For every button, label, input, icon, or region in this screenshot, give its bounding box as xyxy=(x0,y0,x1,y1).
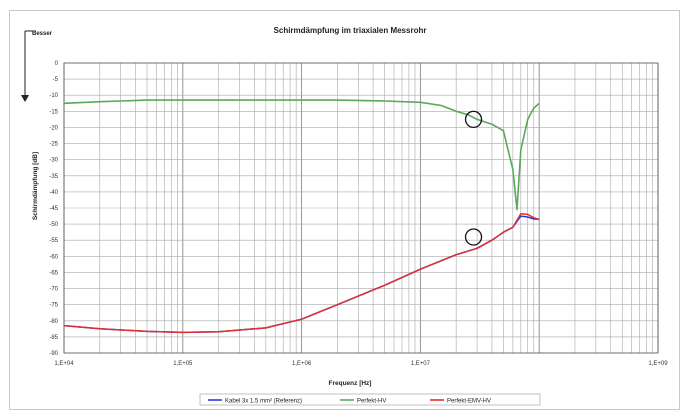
y-tick-label: -65 xyxy=(49,270,58,276)
annotation-circle-0 xyxy=(464,110,483,129)
corner-arrow-head xyxy=(21,95,29,102)
legend-box xyxy=(199,393,541,406)
y-tick-label: -90 xyxy=(49,351,58,357)
axes-layer: 0 -5 -10 -15 -20 -25 -30 -35 -40 -45 -50 -55 -60 -65 -… xyxy=(49,61,668,367)
series-line-2 xyxy=(63,213,540,334)
corner-label: Besser xyxy=(32,31,53,37)
plot-border xyxy=(63,62,659,354)
x-tick-label: 1,E+04 xyxy=(54,361,74,367)
series-layer xyxy=(63,99,540,334)
y-tick-label: -45 xyxy=(49,206,58,212)
x-tick-label: 1,E+05 xyxy=(173,361,193,367)
legend-label-1: Perfekt-HV xyxy=(357,399,386,405)
y-tick-label: 0 xyxy=(55,61,59,67)
y-tick-label: -85 xyxy=(49,335,58,341)
legend: Kabel 3x 1.5 mm² (Referenz) Perfekt-HV Per… xyxy=(199,393,541,406)
y-tick-label: -60 xyxy=(49,254,58,260)
y-tick-label: -40 xyxy=(49,190,58,196)
annotation-circle-1 xyxy=(464,228,483,246)
y-tick-label: -75 xyxy=(49,303,58,309)
x-axis-label: Frequenz [Hz] xyxy=(329,380,372,387)
y-tick-label: -70 xyxy=(49,287,58,293)
series-line-1 xyxy=(63,99,540,211)
legend-label-0: Kabel 3x 1.5 mm² (Referenz) xyxy=(225,399,302,405)
y-tick-label: -10 xyxy=(49,93,58,99)
y-tick-label: -20 xyxy=(49,125,58,131)
y-tick-label: -15 xyxy=(49,109,58,115)
y-tick-label: -80 xyxy=(49,319,58,325)
chart-title: Schirmdämpfung im triaxialen Messrohr xyxy=(274,26,427,35)
y-tick-label: -35 xyxy=(49,174,58,180)
chart-svg: Schirmdämpfung im triaxialen Messrohr Be… xyxy=(10,11,679,409)
y-tick-label: -50 xyxy=(49,222,58,228)
y-axis-label: Schirmdämpfung [dB] xyxy=(32,152,39,220)
x-tick-label: 1,E+07 xyxy=(411,361,431,367)
chart-frame: Schirmdämpfung im triaxialen Messrohr Be… xyxy=(9,10,680,410)
x-tick-label: 1,E+06 xyxy=(292,361,312,367)
y-tick-label: -55 xyxy=(49,238,58,244)
annotation-layer xyxy=(464,110,483,246)
y-tick-label: -25 xyxy=(49,142,58,148)
legend-label-2: Perfekt-EMV-HV xyxy=(447,399,491,405)
y-tick-label: -5 xyxy=(53,77,59,83)
y-tick-label: -30 xyxy=(49,158,58,164)
x-tick-label: 1,E+09 xyxy=(648,361,668,367)
